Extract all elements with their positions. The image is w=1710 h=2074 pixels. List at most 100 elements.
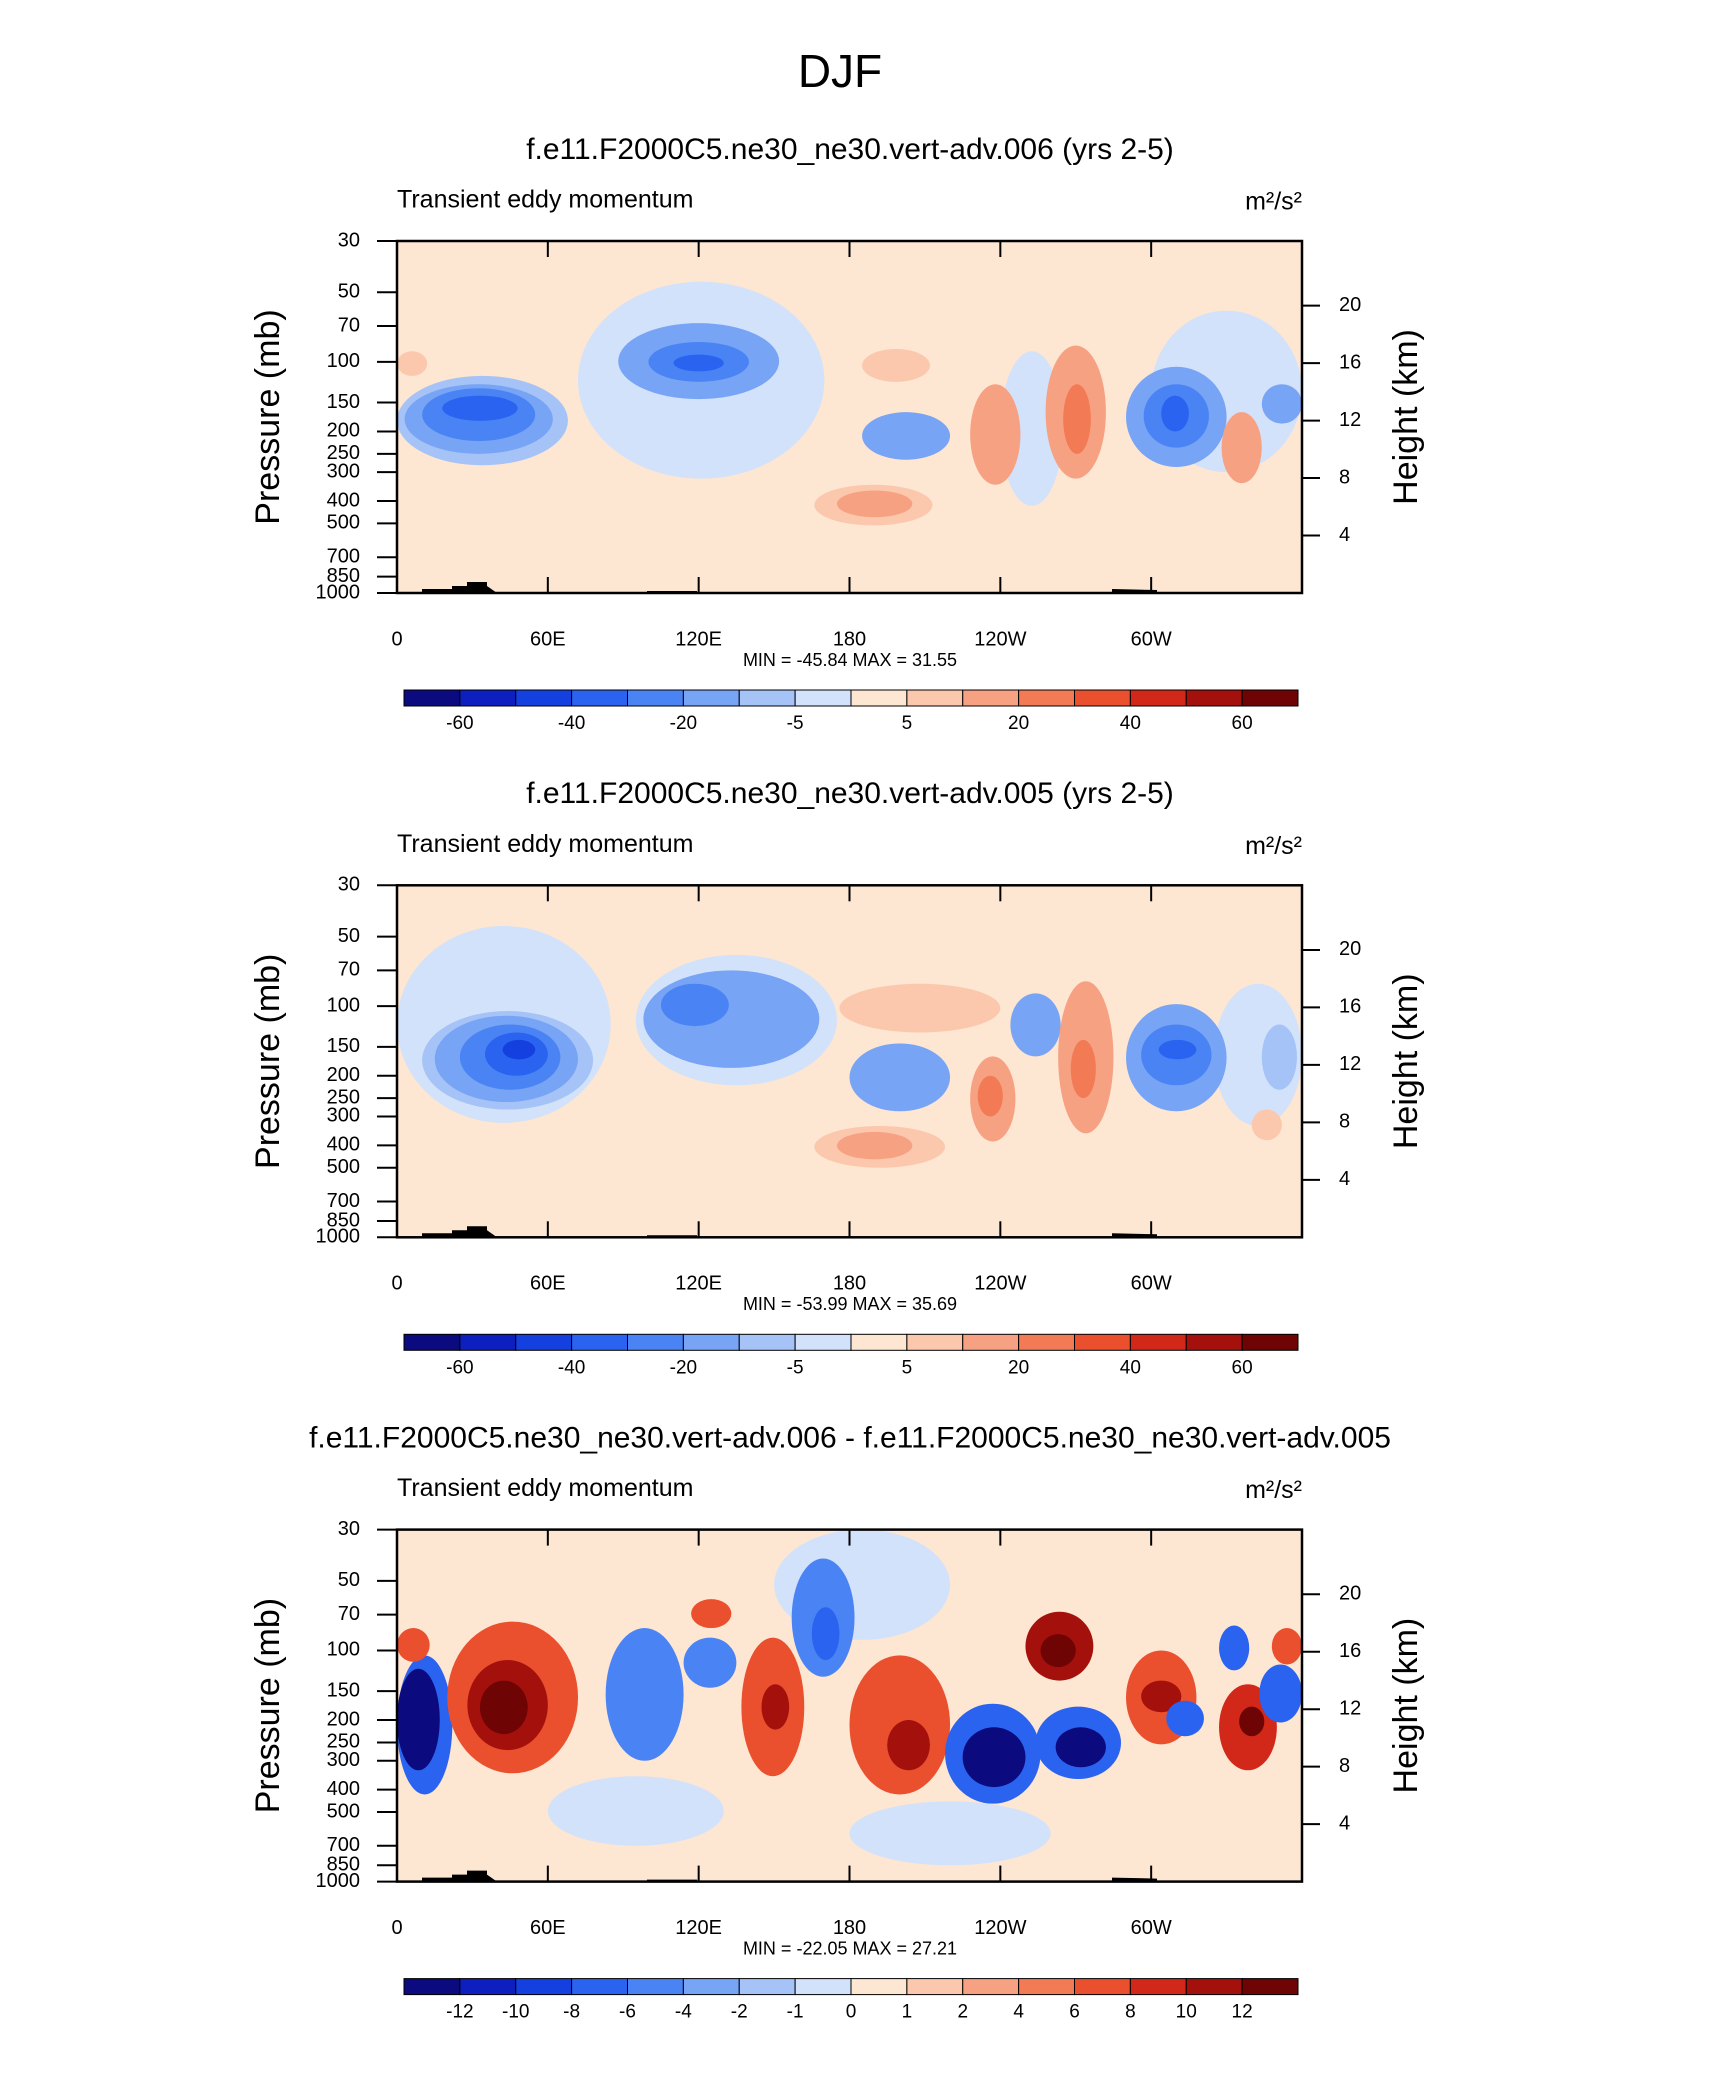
y-tick-label: 50: [338, 925, 360, 947]
contour-region: [1219, 1625, 1250, 1671]
y-tick-label: 1000: [316, 1870, 361, 1892]
colorbar-box: [906, 1333, 964, 1351]
contour-field: [397, 241, 1302, 593]
y-tick-label: 300: [327, 1749, 360, 1771]
y2-tick-label: 8: [1339, 466, 1350, 488]
y-tick-label: 500: [327, 512, 360, 534]
colorbar-box: [682, 689, 740, 707]
contour-region: [547, 1776, 724, 1846]
units: m²/s²: [1245, 1476, 1302, 1504]
colorbar-label: -60: [446, 1357, 473, 1378]
contour-region: [970, 384, 1021, 485]
y-tick-label: 400: [327, 1778, 360, 1800]
panel-subtitle: Transient eddy momentum: [397, 186, 693, 214]
colorbar-box: [794, 1333, 852, 1351]
contour-region: [1040, 1634, 1076, 1668]
x-tick-label: 60W: [1131, 1273, 1172, 1295]
contour-region: [839, 983, 1001, 1033]
contour-region: [977, 1075, 1003, 1117]
colorbar-label: -5: [787, 713, 804, 734]
y-tick-label: 150: [327, 1679, 360, 1701]
contour-region: [683, 1637, 737, 1688]
colorbar-label: 8: [1125, 2002, 1136, 2023]
colorbar-label: 20: [1008, 713, 1029, 734]
contour-region: [1010, 993, 1061, 1057]
colorbar-label: 0: [846, 2002, 857, 2023]
colorbar-label: 40: [1120, 1357, 1141, 1378]
colorbar-label: -60: [446, 713, 473, 734]
y-tick-label: 70: [338, 1603, 360, 1625]
y-tick-label: 100: [327, 1639, 360, 1661]
colorbar-box: [1074, 1333, 1131, 1351]
x-tick-label: 120E: [675, 1917, 722, 1939]
colorbar-label: -12: [446, 2002, 473, 2023]
colorbar-box: [515, 689, 573, 707]
colorbar-box: [1129, 1333, 1187, 1351]
y-tick-label: 850: [327, 1209, 360, 1231]
y-tick-label: 50: [338, 1569, 360, 1591]
colorbar-label: -6: [619, 2002, 636, 2023]
colorbar-box: [459, 689, 517, 707]
colorbar-label: 12: [1232, 2002, 1253, 2023]
contour-region: [1259, 1664, 1302, 1723]
colorbar-box: [906, 689, 964, 707]
colorbar-box: [1074, 689, 1131, 707]
y-tick-label: 850: [327, 565, 360, 587]
y-tick-label: 200: [327, 420, 360, 442]
contour-region: [761, 1684, 790, 1730]
x-tick-label: 120E: [675, 628, 722, 650]
contour-region: [1161, 395, 1189, 432]
y2-tick-label: 8: [1339, 1755, 1350, 1777]
x-tick-label: 60W: [1131, 1917, 1172, 1939]
colorbar-label: 60: [1232, 1357, 1253, 1378]
colorbar-box: [1185, 1333, 1243, 1351]
y-tick-label: 1000: [316, 1226, 361, 1248]
colorbar-box: [459, 1333, 517, 1351]
y-axis-label: Pressure (mb): [249, 309, 287, 524]
colorbar-box: [850, 1333, 908, 1351]
contour-region: [1221, 412, 1262, 484]
y2-tick-label: 12: [1339, 409, 1361, 431]
colorbar-box: [794, 1978, 852, 1996]
colorbar-box: [627, 689, 684, 707]
y-tick-label: 200: [327, 1708, 360, 1730]
contour-region: [605, 1628, 684, 1761]
units: m²/s²: [1245, 188, 1302, 216]
colorbar-label: -4: [675, 2002, 692, 2023]
colorbar-label: 5: [902, 1357, 913, 1378]
min-max-label: MIN = -53.99 MAX = 35.69: [743, 1294, 957, 1314]
colorbar-box: [738, 1978, 796, 1996]
contour-field: [397, 1529, 1302, 1882]
colorbar-box: [962, 1978, 1020, 1996]
panel-subtitle: Transient eddy momentum: [397, 830, 693, 858]
contour-region: [1166, 1700, 1204, 1737]
contour-region: [1141, 1680, 1182, 1713]
colorbar-box: [627, 1333, 684, 1351]
colorbar-box: [850, 1978, 908, 1996]
y2-tick-label: 8: [1339, 1111, 1350, 1133]
y2-tick-label: 4: [1339, 524, 1350, 546]
y-tick-label: 300: [327, 460, 360, 482]
y-tick-label: 50: [338, 281, 360, 303]
colorbar-box: [571, 1333, 628, 1351]
contour-region: [849, 1043, 951, 1112]
contour-region: [442, 395, 518, 421]
figure-title: DJF: [798, 45, 882, 97]
y-tick-label: 200: [327, 1064, 360, 1086]
y2-tick-label: 16: [1339, 996, 1361, 1018]
y-tick-label: 850: [327, 1854, 360, 1876]
contour-region: [862, 349, 930, 382]
colorbar-box: [1018, 689, 1075, 707]
y2-tick-label: 16: [1339, 1640, 1361, 1662]
y2-tick-label: 20: [1339, 294, 1361, 316]
colorbar-label: 20: [1008, 1357, 1029, 1378]
min-max-label: MIN = -22.05 MAX = 27.21: [743, 1938, 957, 1958]
contour-region: [1261, 384, 1302, 424]
units: m²/s²: [1245, 832, 1302, 860]
x-tick-label: 180: [833, 1917, 866, 1939]
colorbar-box: [403, 1333, 461, 1351]
y-axis-label: Pressure (mb): [249, 954, 287, 1169]
y2-tick-label: 20: [1339, 1583, 1361, 1605]
y2-tick-label: 16: [1339, 351, 1361, 373]
x-tick-label: 60W: [1131, 628, 1172, 650]
